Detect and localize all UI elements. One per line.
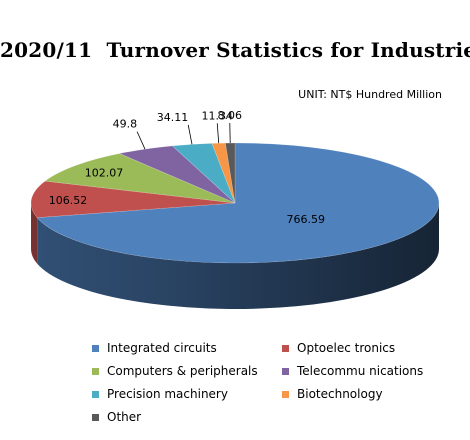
pie-slice-1 [30, 180, 236, 218]
legend-item: Biotechnology [282, 386, 452, 402]
legend-swatch [92, 390, 99, 398]
legend-item: Computers & peripherals [92, 363, 282, 379]
leader-line-5 [216, 123, 220, 144]
leader-line-4 [187, 124, 193, 145]
data-label-4: 34.11 [157, 111, 189, 124]
legend-swatch [282, 344, 289, 352]
pie-slice-5 [211, 142, 236, 204]
legend-item: Integrated circuits [92, 340, 282, 356]
legend-label: Precision machinery [107, 387, 228, 401]
data-label-5: 11.34 [202, 109, 234, 122]
data-label-1: 106.52 [49, 194, 88, 207]
chart-title: 2020/11 Turnover Statistics for Industri… [0, 38, 470, 62]
legend-label: Biotechnology [297, 387, 383, 401]
legend-item: Telecommu nications [282, 363, 452, 379]
data-label-0: 766.59 [287, 213, 326, 226]
chart-subtitle: UNIT: NT$ Hundred Million [298, 88, 442, 101]
pie-slice-2 [44, 153, 236, 204]
data-label-3: 49.8 [113, 118, 138, 131]
legend-swatch [92, 344, 99, 352]
leader-line-3 [136, 131, 146, 150]
legend-label: Integrated circuits [107, 341, 217, 355]
legend: Integrated circuits Optoelec tronics Compu… [92, 340, 452, 425]
legend-label: Optoelec tronics [297, 341, 396, 355]
pie-sides [31, 203, 439, 310]
legend-item: Precision machinery [92, 386, 282, 402]
legend-label: Other [107, 410, 142, 424]
data-label-6: 8.06 [218, 109, 243, 122]
pie-slice-3 [118, 145, 236, 204]
pie-slice-0 [36, 142, 440, 264]
pie-slices [30, 142, 440, 264]
legend-label: Telecommu nications [297, 364, 424, 378]
pie-slice-4 [171, 143, 236, 204]
legend-swatch [282, 367, 289, 375]
data-labels: 766.59 106.52 102.07 49.8 34.11 11.348.06 [49, 109, 325, 226]
legend-swatch [92, 367, 99, 375]
legend-item: Other [92, 409, 282, 425]
legend-label: Computers & peripherals [107, 364, 258, 378]
legend-swatch [282, 390, 289, 398]
legend-item: Optoelec tronics [282, 340, 452, 356]
legend-swatch [92, 413, 99, 421]
data-label-2: 102.07 [85, 166, 124, 179]
pie-side-0 [37, 203, 439, 310]
pie-side-1 [31, 203, 38, 264]
